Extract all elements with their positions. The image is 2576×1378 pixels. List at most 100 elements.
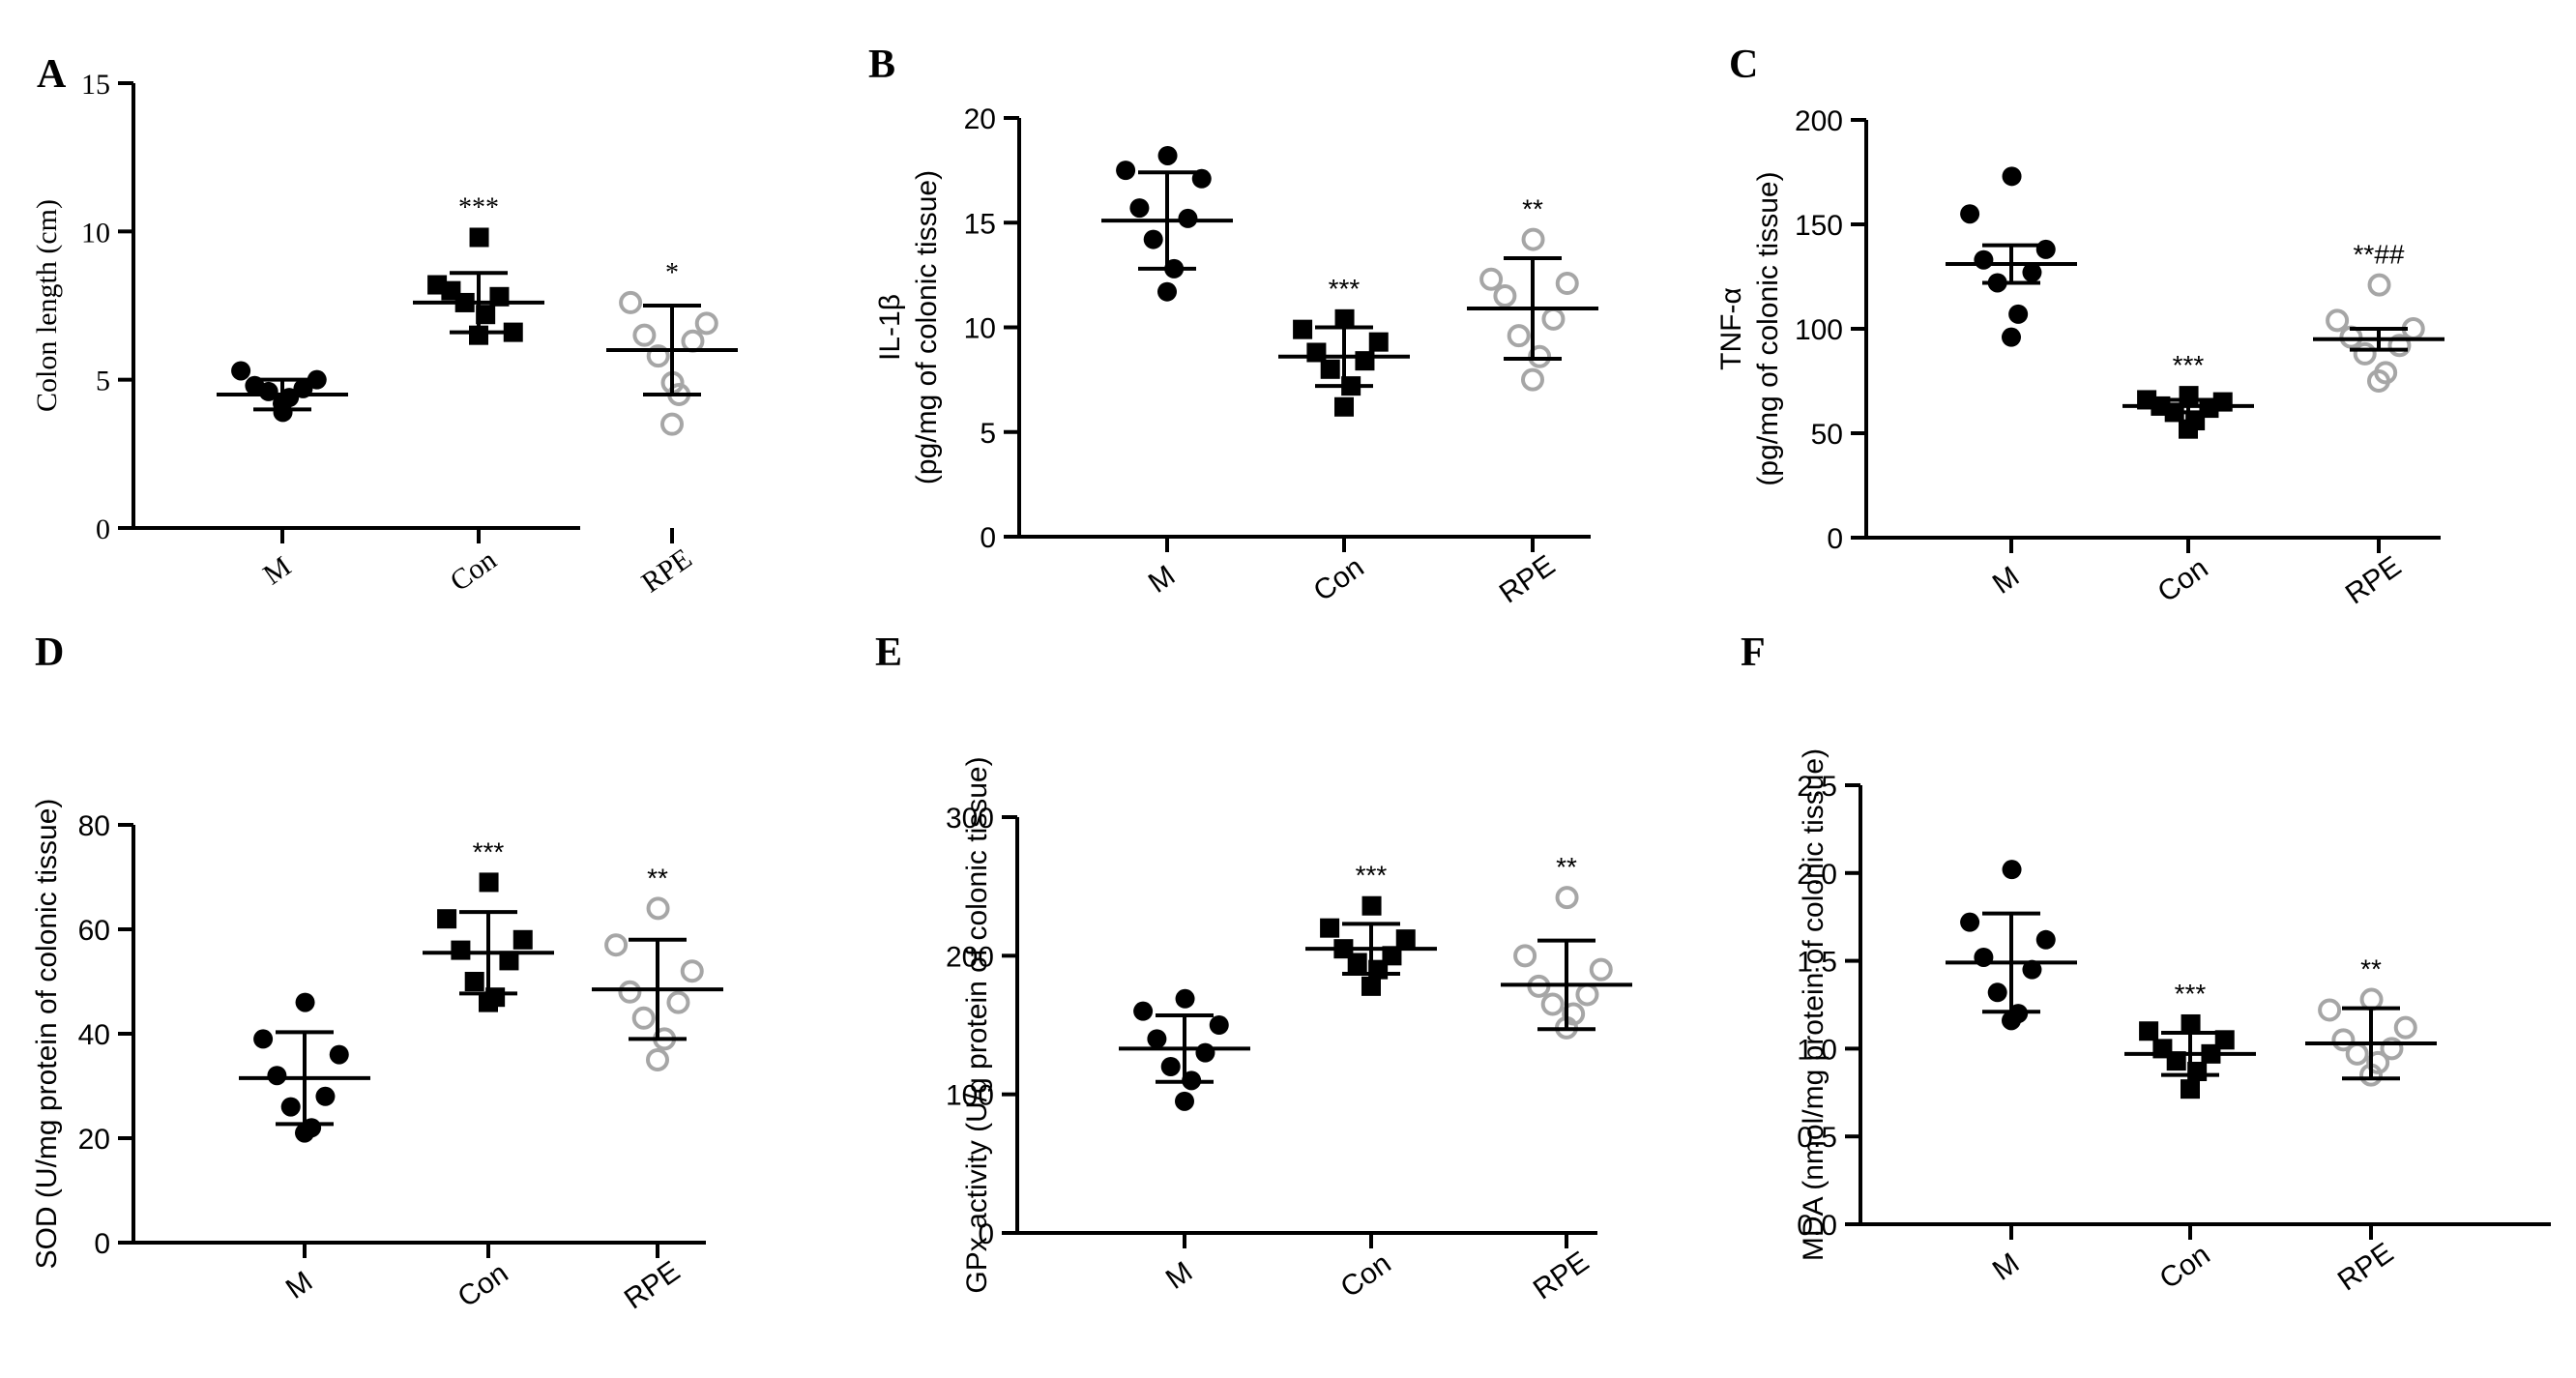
- data-point: [512, 929, 533, 950]
- data-point: [619, 290, 643, 314]
- y-axis-label: IL-1β (pg/mg of colonic tissue): [874, 170, 943, 484]
- data-point: [2359, 987, 2384, 1012]
- data-point: [2366, 1050, 2390, 1074]
- data-point: [437, 909, 457, 929]
- data-point: [1133, 1001, 1154, 1021]
- x-tick-label: RPE: [619, 1255, 686, 1315]
- data-point: [646, 1048, 669, 1071]
- y-tick-label: 150: [1795, 210, 1843, 242]
- data-point: [1175, 1091, 1194, 1111]
- significance-label: ***: [2173, 350, 2205, 380]
- y-axis-label: Colon length (cm): [31, 199, 63, 412]
- data-point: [1541, 307, 1566, 331]
- y-tick-label: 10: [964, 313, 996, 345]
- x-tick-label: M: [1987, 1247, 2025, 1287]
- data-point: [1382, 946, 1402, 966]
- data-point: [1147, 1029, 1167, 1049]
- y-tick-label: 20: [964, 103, 996, 135]
- data-point: [2022, 262, 2042, 282]
- x-tick-label: M: [280, 1266, 318, 1305]
- data-point: [2008, 304, 2029, 324]
- data-point: [1143, 229, 1163, 249]
- data-point: [1521, 227, 1545, 251]
- y-axis-label-line: Colon length (cm): [31, 199, 63, 412]
- data-point: [1361, 976, 1381, 996]
- data-point: [2139, 1021, 2159, 1041]
- y-axis-label: MDA (nmol/mg protein of colonic tissue): [1798, 748, 1830, 1261]
- data-point: [681, 329, 705, 353]
- data-point: [1521, 367, 1544, 392]
- panel-letter: A: [37, 52, 67, 97]
- data-point: [1368, 332, 1389, 352]
- y-tick-label: 2.5: [1797, 771, 1837, 803]
- data-point: [1116, 161, 1136, 181]
- data-point: [1555, 272, 1579, 296]
- data-point: [1507, 324, 1531, 348]
- data-point: [1129, 198, 1150, 219]
- data-point: [1528, 344, 1552, 368]
- y-tick-label: 0: [96, 513, 110, 545]
- y-tick-label: 20: [78, 1124, 110, 1156]
- x-tick-label: RPE: [1494, 549, 1561, 609]
- data-point: [2035, 929, 2056, 950]
- data-point: [680, 959, 704, 983]
- data-point: [1555, 886, 1579, 910]
- y-tick-label: 50: [1811, 419, 1843, 451]
- y-tick-label: 5: [96, 366, 110, 397]
- significance-label: ***: [473, 836, 505, 866]
- data-point: [631, 1006, 656, 1030]
- x-tick-label: M: [1143, 560, 1181, 600]
- data-point: [1175, 988, 1195, 1009]
- data-point: [1334, 396, 1354, 417]
- y-axis-label-line: GPx activity (U/g protein of colonic tis…: [961, 756, 993, 1293]
- panel-d: D 0 20 40 60 80 SOD (U/mg protein of colonic t…: [31, 630, 723, 1315]
- x-tick-label: M: [257, 550, 297, 591]
- data-point: [469, 227, 489, 248]
- data-point: [1355, 351, 1375, 371]
- data-point: [1960, 912, 1980, 932]
- data-point: [1479, 267, 1504, 291]
- data-point: [1575, 982, 1599, 1007]
- data-point: [1320, 359, 1340, 379]
- panel-letter: B: [868, 43, 895, 87]
- data-point: [1293, 319, 1313, 339]
- data-point: [2331, 1028, 2356, 1052]
- data-point: [660, 412, 684, 436]
- x-tick-label: Con: [1335, 1247, 1397, 1305]
- data-point: [329, 1044, 349, 1065]
- data-point: [2367, 273, 2391, 297]
- data-point: [2181, 1079, 2200, 1099]
- data-point: [2002, 166, 2022, 187]
- data-point: [1589, 957, 1613, 982]
- data-point: [315, 1086, 336, 1106]
- y-tick-label: 40: [78, 1019, 110, 1051]
- y-tick-label: 200: [1795, 105, 1843, 137]
- x-tick-label: RPE: [1528, 1246, 1595, 1305]
- x-tick-label: RPE: [636, 542, 698, 600]
- x-tick-label: Con: [2154, 1239, 2216, 1296]
- y-tick-label: 0.5: [1797, 1122, 1837, 1154]
- significance-label: ***: [2175, 979, 2207, 1009]
- data-point: [479, 872, 499, 893]
- x-tick-label: Con: [453, 1257, 514, 1314]
- data-point: [2002, 860, 2022, 880]
- data-point: [1540, 992, 1565, 1016]
- data-point: [2387, 334, 2412, 358]
- x-tick-label: RPE: [2332, 1237, 2399, 1297]
- data-point: [1513, 944, 1537, 968]
- y-tick-label: 1.0: [1797, 1034, 1837, 1066]
- y-axis-label: SOD (U/mg protein of colonic tissue): [31, 799, 63, 1270]
- data-point: [1320, 918, 1340, 938]
- y-tick-label: 100: [1795, 314, 1843, 346]
- data-point: [1334, 308, 1355, 329]
- data-point: [464, 972, 484, 991]
- y-tick-label: 80: [78, 810, 110, 842]
- data-point: [1157, 281, 1177, 302]
- y-tick-label: 300: [946, 803, 994, 835]
- y-tick-label: 10: [81, 217, 110, 249]
- x-tick-label: M: [1987, 561, 2025, 601]
- data-point: [646, 344, 670, 368]
- y-tick-label: 1.5: [1797, 947, 1837, 979]
